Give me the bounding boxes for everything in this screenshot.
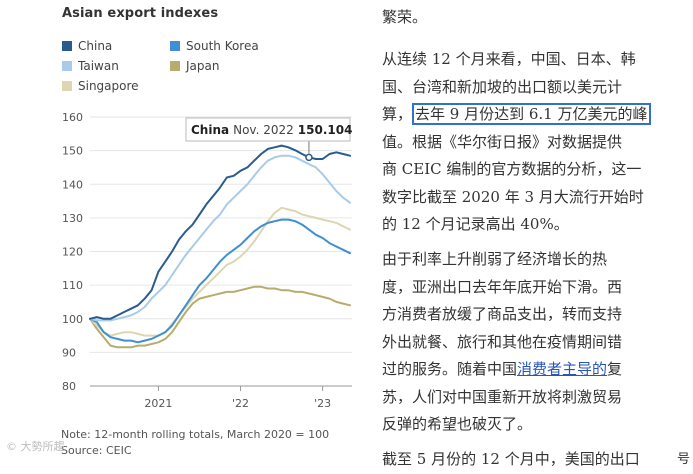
article-line: 由于利率上升削弱了经济增长的热 — [382, 246, 682, 274]
article-line: 算， 去年 9 月份达到 6.1 万亿美元的峰 — [382, 101, 682, 129]
legend-label-south-korea: South Korea — [186, 39, 259, 53]
tooltip-text: China Nov. 2022 150.104 — [191, 123, 352, 137]
series-line-south-korea — [89, 218, 351, 344]
article-line: 数字比截至 2020 年 3 月大流行开始时 — [382, 184, 682, 212]
tooltip-date: Nov. 2022 — [233, 123, 294, 137]
y-tick-label: 80 — [62, 380, 76, 393]
series-line-singapore — [89, 206, 351, 337]
legend-label-singapore: Singapore — [78, 79, 139, 93]
y-tick-label: 160 — [62, 111, 83, 124]
tooltip-box — [185, 117, 351, 142]
legend-swatch-singapore — [62, 81, 72, 91]
article-line: 的 12 个月记录高出 40%。 — [382, 211, 682, 239]
legend-label-china: China — [78, 39, 113, 53]
legend-item-china: China — [62, 39, 112, 53]
legend-swatch-south-korea — [170, 41, 180, 51]
article-line: 度，亚洲出口去年年底开始下滑。西 — [382, 274, 682, 302]
article-paragraph-3: 截至 5 月份的 12 个月中，美国的出口 — [382, 446, 682, 474]
article-fragment-top: 繁荣。 — [382, 8, 428, 26]
legend-item-japan: Japan — [170, 59, 219, 73]
article-line: 外出就餐、旅行和其他在疫情期间错 — [382, 329, 682, 357]
text-run: 外出就餐、旅行和其他在疫情期间错 — [382, 332, 623, 351]
tooltip-value: 150.104 — [298, 123, 353, 137]
text-run: 复 — [607, 360, 623, 378]
article-paragraph-1: 从连续 12 个月来看，中国、日本、韩 国、台湾和新加坡的出口额以美元计 算， 去年 … — [382, 46, 682, 239]
legend-swatch-taiwan — [62, 61, 72, 71]
y-tick-label: 90 — [62, 346, 76, 359]
text-run: 的 12 个月记录高出 40%。 — [382, 215, 569, 233]
article-line: 反弹的希望也破灭了。 — [382, 411, 682, 439]
text-run: 过的服务。随着中国 — [382, 360, 518, 378]
text-run: 从连续 12 个月来看，中国、日本、韩 — [382, 50, 636, 68]
text-run: 苏，人们对中国重新开放将刺激贸易 — [382, 387, 623, 406]
chart-source: Source: CEIC — [61, 444, 132, 457]
chart-note: Note: 12-month rolling totals, March 202… — [61, 428, 330, 441]
series-line-taiwan — [89, 154, 351, 322]
article-line: 苏，人们对中国重新开放将刺激贸易 — [382, 384, 682, 412]
tooltip-series: China — [191, 123, 229, 137]
article-line: 值。根据《华尔街日报》对数据提供 — [382, 129, 682, 157]
legend-item-south-korea: South Korea — [170, 39, 259, 53]
text-run: 算， — [382, 105, 413, 123]
legend-swatch-japan — [170, 61, 180, 71]
y-tick-label: 100 — [62, 313, 83, 326]
text-run: 方消费者放缓了商品支出，转而支持 — [382, 305, 623, 323]
article-line: 方消费者放缓了商品支出，转而支持 — [382, 301, 682, 329]
legend-swatch-china — [62, 41, 72, 51]
text-run: 值。根据《华尔街日报》对数据提供 — [382, 132, 623, 151]
line-chart: 80 90 100 110 120 130 140 150 160 2021 '22 '23 Chin… — [62, 111, 352, 410]
legend-label-japan: Japan — [186, 59, 220, 73]
text-run: 反弹的希望也破灭了。 — [382, 415, 533, 433]
y-tick-label: 120 — [62, 246, 83, 259]
text-run: 国、台湾和新加坡的出口额以美元计 — [382, 77, 623, 96]
x-tick-label: '23 — [314, 397, 331, 410]
article-line: 国、台湾和新加坡的出口额以美元计 — [382, 74, 682, 102]
text-run: 数字比截至 2020 年 3 月大流行开始时 — [382, 187, 644, 206]
article-link[interactable]: 消费者主导的 — [517, 360, 608, 378]
y-tick-label: 110 — [62, 279, 83, 292]
legend-label-taiwan: Taiwan — [78, 59, 119, 73]
text-run: 度，亚洲出口去年年底开始下滑。西 — [382, 277, 623, 296]
legend-item-singapore: Singapore — [62, 79, 139, 93]
y-tick-label: 130 — [62, 212, 83, 225]
highlighted-phrase: 去年 9 月份达到 6.1 万亿美元的峰 — [412, 103, 651, 125]
watermark: © 大勢所趨 — [6, 440, 65, 453]
chart-panel: Asian export indexes China South Korea T… — [61, 6, 352, 457]
text-run: 由于利率上升削弱了经济增长的热 — [382, 250, 608, 268]
article-paragraph-2: 由于利率上升削弱了经济增长的热 度，亚洲出口去年年底开始下滑。西 方消费者放缓了商品… — [382, 246, 682, 439]
article-edge-fragment: 号 — [676, 452, 690, 467]
article-line: 从连续 12 个月来看，中国、日本、韩 — [382, 46, 682, 74]
text-run: 截至 5 月份的 12 个月中，美国的出口 — [382, 450, 640, 468]
article-line: 截至 5 月份的 12 个月中，美国的出口 — [382, 446, 682, 474]
x-tick-label: 2021 — [144, 397, 172, 410]
chart-title: Asian export indexes — [62, 6, 219, 21]
series-line-japan — [89, 285, 351, 349]
text-run: 商 CEIC 编制的官方数据的分析，这一 — [382, 160, 642, 178]
tooltip-marker — [305, 153, 313, 162]
article-line: 商 CEIC 编制的官方数据的分析，这一 — [382, 156, 682, 184]
x-tick-label: '22 — [232, 397, 249, 410]
article-line: 过的服务。随着中国消费者主导的复 — [382, 356, 682, 384]
legend-item-taiwan: Taiwan — [62, 59, 119, 73]
y-tick-label: 150 — [62, 145, 83, 158]
y-tick-label: 140 — [62, 178, 83, 191]
